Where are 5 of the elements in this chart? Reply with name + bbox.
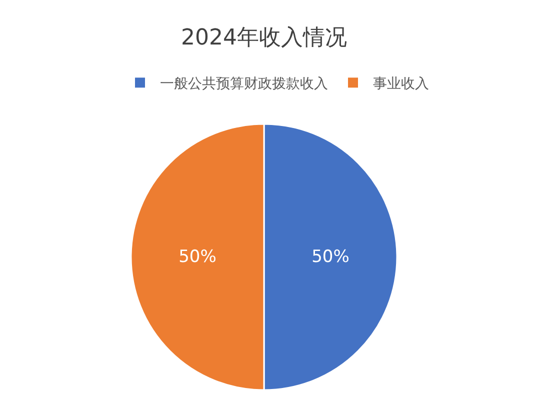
data-label: 50% xyxy=(178,247,216,267)
chart-title: 2024年收入情况 xyxy=(181,26,347,51)
legend-label: 一般公共预算财政拨款收入 xyxy=(160,76,328,92)
data-label: 50% xyxy=(312,247,350,267)
legend-label: 事业收入 xyxy=(373,76,429,92)
